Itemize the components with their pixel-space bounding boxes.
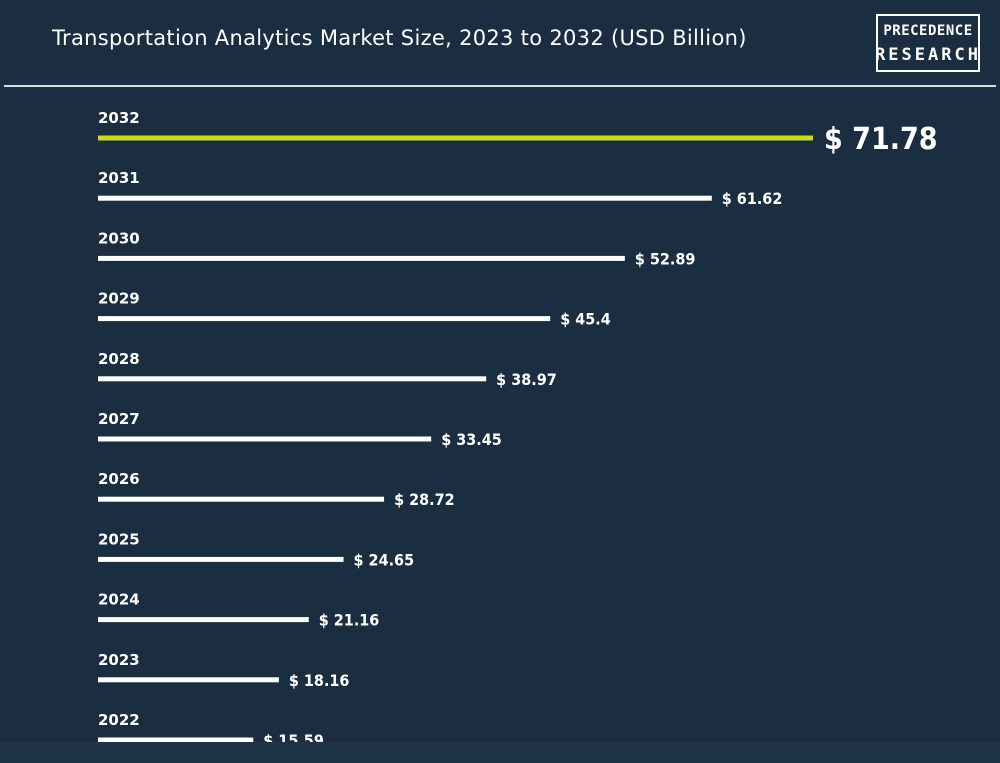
value-label-2027: $ 33.45 <box>441 430 502 449</box>
year-label-2027: 2027 <box>98 410 140 428</box>
year-label-2024: 2024 <box>98 591 140 609</box>
year-label-2029: 2029 <box>98 290 140 308</box>
year-label-2028: 2028 <box>98 350 140 368</box>
value-label-2029: $ 45.4 <box>560 310 611 329</box>
year-label-2026: 2026 <box>98 470 140 488</box>
year-label-2023: 2023 <box>98 651 140 669</box>
bar-2026 <box>98 496 385 502</box>
bar-2029 <box>98 316 551 322</box>
year-label-2022: 2022 <box>98 711 140 729</box>
year-label-2025: 2025 <box>98 530 140 548</box>
bar-2027 <box>98 436 432 442</box>
bar-2025 <box>98 556 344 562</box>
bar-2022 <box>98 737 254 743</box>
value-label-2025: $ 24.65 <box>354 550 415 569</box>
value-label-2028: $ 38.97 <box>496 370 557 389</box>
bar-2030 <box>98 255 625 261</box>
bar-2031 <box>98 195 712 201</box>
logo-line2: RESEARCH <box>875 45 981 65</box>
year-label-2032: 2032 <box>98 109 140 127</box>
precedence-research-logo: PRECEDENCE RESEARCH <box>875 14 981 72</box>
value-label-2024: $ 21.16 <box>319 611 380 630</box>
year-label-2031: 2031 <box>98 169 140 187</box>
value-label-2023: $ 18.16 <box>289 671 350 690</box>
bar-2032 <box>98 135 813 141</box>
header: Transportation Analytics Market Size, 20… <box>0 0 1000 86</box>
value-label-2032: $ 71.78 <box>824 122 938 157</box>
year-label-2030: 2030 <box>98 229 140 247</box>
value-label-2026: $ 28.72 <box>394 490 455 509</box>
chart-title: Transportation Analytics Market Size, 20… <box>52 26 747 50</box>
value-label-2030: $ 52.89 <box>635 249 696 268</box>
bottom-band <box>0 742 1000 763</box>
bar-2024 <box>98 617 309 623</box>
header-divider <box>4 85 996 87</box>
bar-2023 <box>98 677 279 683</box>
bar-2028 <box>98 376 487 382</box>
logo-line1: PRECEDENCE <box>883 23 973 39</box>
value-label-2031: $ 61.62 <box>722 189 783 208</box>
